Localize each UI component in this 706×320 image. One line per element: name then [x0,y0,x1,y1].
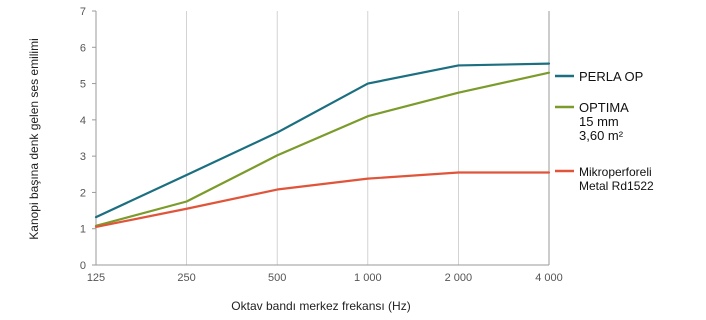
x-tick-label-125: 125 [87,272,105,284]
y-tick-label-3: 3 [80,151,86,163]
y-tick-label-4: 4 [80,115,86,127]
legend-label-2-line-2: 15 mm [579,114,619,129]
y-axis-title: Kanopi başına denk gelen ses emilimi [27,38,41,239]
legend-label-3-line-1: Mikroperforeli [579,165,652,179]
legend-label-2-line-1: OPTIMA [579,100,629,115]
y-tick-label-6: 6 [80,42,86,54]
legend-label-2-line-3: 3,60 m² [579,128,624,143]
chart-series [94,62,551,228]
series-line-1 [94,62,551,219]
series-line-2 [94,71,551,227]
x-tick-label-2000: 2 000 [445,272,473,284]
x-tick-label-250: 250 [177,272,195,284]
x-tick-label-500: 500 [268,272,286,284]
chart-grid [186,11,459,265]
series-line-3 [94,171,551,228]
legend-label-1-line-1: PERLA OP [579,69,643,84]
y-tick-label-0: 0 [80,260,86,272]
y-tick-label-5: 5 [80,79,86,91]
y-tick-label-7: 7 [80,6,86,18]
legend-label-3-line-2: Metal Rd1522 [579,179,654,193]
x-tick-label-4000: 4 000 [535,272,563,284]
chart-tick-labels: 0 1 2 3 4 5 6 7 125 250 500 1 000 2 000 4 000 [80,6,563,284]
chart-axes [92,10,550,266]
y-tick-label-2: 2 [80,187,86,199]
x-tick-label-1000: 1 000 [354,272,382,284]
y-tick-label-1: 1 [80,224,86,236]
x-axis-title: Oktav bandı merkez frekansı (Hz) [231,299,410,313]
